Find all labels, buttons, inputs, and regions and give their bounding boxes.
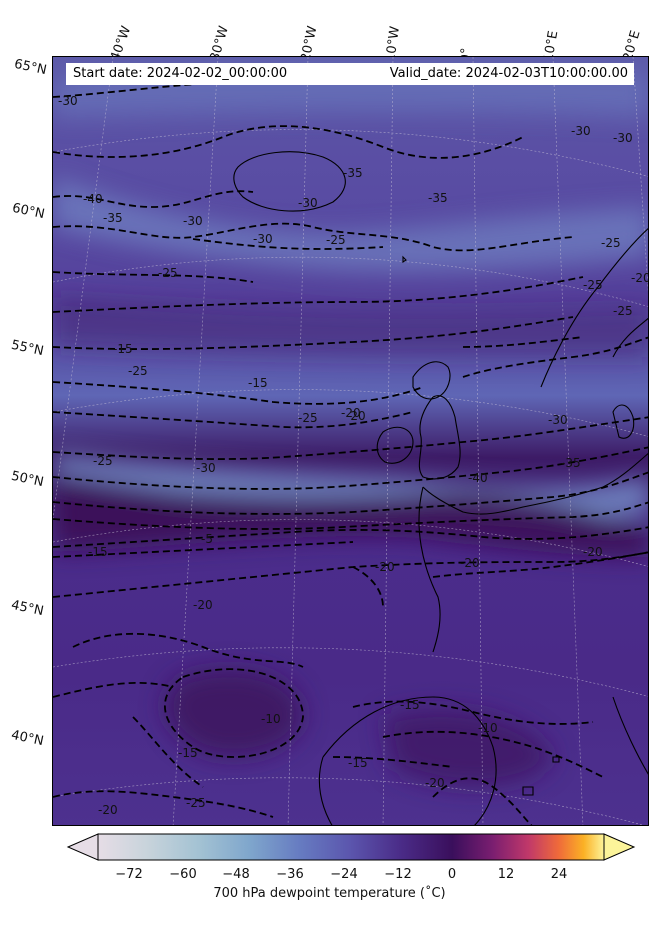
lat-label-50n: 50°N (9, 468, 45, 491)
contour-label: -30 (58, 94, 78, 108)
contour-label: -15 (113, 342, 133, 356)
graticule (53, 57, 648, 825)
norway-coast (540, 228, 648, 388)
contour-label: -20 (375, 560, 395, 574)
scotland-coast (412, 361, 451, 400)
lat-label-55n: 55°N (9, 337, 45, 360)
dewpoint-contours (53, 73, 648, 825)
contour-label: -35 (428, 191, 448, 205)
contour-label: -10 (261, 712, 281, 726)
contour-label: -20 (193, 598, 213, 612)
contour-label: -35 (343, 166, 363, 180)
contour-label: -15 (400, 698, 420, 712)
contour-label: -35 (103, 211, 123, 225)
contour-label: -35 (561, 456, 581, 470)
ireland-coast (376, 426, 414, 464)
contour-label: -25 (128, 364, 148, 378)
mediterranean-islands (522, 756, 560, 796)
colorbar-tick: 12 (497, 867, 515, 882)
colorbar-tick: −36 (276, 867, 304, 882)
contour-label: -15 (348, 756, 368, 770)
lat-label-65n: 65°N (12, 56, 48, 79)
continent-coast (422, 452, 648, 515)
contour-label: -30 (571, 124, 591, 138)
contour-label: -30 (253, 232, 273, 246)
colorbar-low-extend (66, 833, 99, 861)
colorbar-body (97, 833, 605, 861)
valid-date-text: Valid_date: 2024-02-03T10:00:00.00 (389, 66, 628, 81)
colorbar-graphic (66, 833, 636, 861)
lat-label-60n: 60°N (10, 200, 46, 223)
faroe-islands (402, 255, 407, 264)
france-coast (418, 486, 441, 653)
contour-label: -20 (425, 776, 445, 790)
contour-label: -15 (88, 545, 108, 559)
field-background (53, 57, 648, 825)
contour-label: -20 (346, 409, 366, 423)
contour-label: -10 (478, 721, 498, 735)
colorbar-tick: 24 (550, 867, 568, 882)
contour-label: -25 (326, 233, 346, 247)
contour-label: -30 (183, 214, 203, 228)
contour-label: -20 (341, 406, 361, 420)
contour-label: -5 (201, 532, 213, 546)
contour-labels: -30 -40 -35 -30 -25 -30 -35 -30 -35 -30 … (58, 94, 649, 817)
lat-label-40n: 40°N (9, 727, 45, 750)
contour-label: -30 (196, 461, 216, 475)
contour-label: -20 (460, 556, 480, 570)
colorbar-tick: 0 (447, 867, 457, 882)
colorbar-tick: −72 (115, 867, 143, 882)
contour-label: -25 (186, 796, 206, 810)
start-date-text: Start date: 2024-02-02_00:00:00 (73, 66, 288, 81)
colorbar (66, 832, 636, 862)
colorbar-tick: −24 (330, 867, 358, 882)
colorbar-tick: −12 (384, 867, 412, 882)
contour-label: -25 (613, 304, 633, 318)
contour-label: -25 (583, 278, 603, 292)
contour-label: -25 (601, 236, 621, 250)
contour-label: -30 (298, 196, 318, 210)
contour-label: -20 (98, 803, 118, 817)
contour-label: -25 (298, 411, 318, 425)
denmark-coast (612, 404, 635, 439)
contour-label: -25 (93, 454, 113, 468)
date-info-bar: Start date: 2024-02-02_00:00:00 Valid_da… (66, 63, 634, 85)
contour-label: -20 (631, 271, 649, 285)
map-panel[interactable]: -30 -40 -35 -30 -25 -30 -35 -30 -35 -30 … (52, 56, 649, 826)
italy-coast (612, 696, 648, 775)
contour-label: -15 (248, 376, 268, 390)
contour-label: -40 (83, 192, 103, 206)
coastlines (233, 151, 648, 825)
contour-label: -20 (583, 545, 603, 559)
scandinavia-inner (612, 317, 648, 358)
contour-label: -15 (178, 746, 198, 760)
dewpoint-map: -30 -40 -35 -30 -25 -30 -35 -30 -35 -30 … (53, 57, 649, 825)
colorbar-high-extend (603, 833, 636, 861)
contour-label: -30 (548, 413, 568, 427)
lat-label-45n: 45°N (9, 597, 45, 620)
colorbar-tick: −48 (222, 867, 250, 882)
colorbar-title: 700 hPa dewpoint temperature (˚C) (213, 886, 446, 901)
iberia-west (318, 756, 333, 825)
contour-label: -30 (613, 131, 633, 145)
colorbar-tick: −60 (169, 867, 197, 882)
contour-label: -40 (468, 471, 488, 485)
contour-label: -25 (158, 266, 178, 280)
